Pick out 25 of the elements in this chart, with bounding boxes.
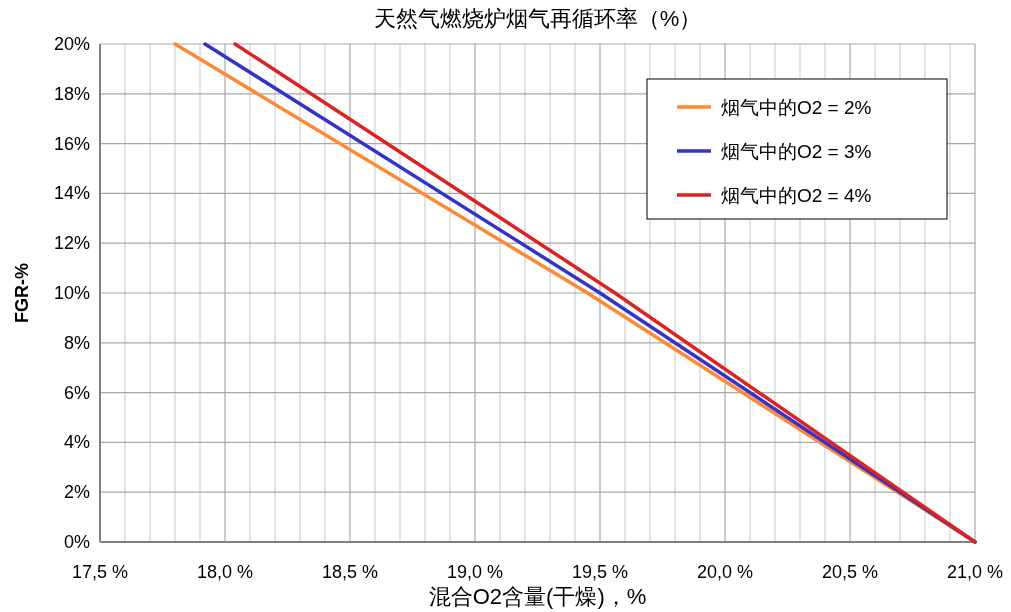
legend-label: 烟气中的O2 = 3% bbox=[721, 141, 872, 162]
y-tick-label: 8% bbox=[63, 332, 90, 353]
legend-label: 烟气中的O2 = 4% bbox=[721, 185, 872, 206]
y-tick-label: 10% bbox=[53, 283, 90, 303]
y-tick-label: 2% bbox=[63, 482, 90, 503]
x-tick-label: 20,0 % bbox=[696, 562, 754, 582]
y-tick-label: 12% bbox=[53, 233, 90, 254]
y-axis-title: FGR-% bbox=[12, 263, 32, 323]
chart-title: 天然气燃烧炉烟气再循环率（%） bbox=[373, 6, 702, 31]
y-tick-label: 18% bbox=[53, 83, 90, 104]
y-tick-label: 20% bbox=[53, 34, 90, 54]
x-tick-label: 21,0 % bbox=[946, 562, 1004, 582]
y-tick-label: 16% bbox=[53, 133, 90, 154]
x-tick-label: 17,5 % bbox=[71, 562, 129, 582]
x-tick-label: 18,0 % bbox=[196, 562, 254, 582]
y-tick-label: 6% bbox=[63, 382, 90, 403]
x-tick-label: 18,5 % bbox=[321, 562, 379, 582]
y-tick-label: 14% bbox=[53, 183, 90, 204]
y-tick-label: 0% bbox=[63, 532, 90, 552]
x-tick-label: 20,5 % bbox=[821, 562, 879, 582]
x-tick-label: 19,0 % bbox=[446, 562, 504, 582]
legend-label: 烟气中的O2 = 2% bbox=[721, 97, 872, 118]
x-axis-title: 混合O2含量(干燥)，% bbox=[428, 584, 647, 609]
x-tick-label: 19,5 % bbox=[571, 562, 629, 582]
y-tick-label: 4% bbox=[63, 432, 90, 453]
